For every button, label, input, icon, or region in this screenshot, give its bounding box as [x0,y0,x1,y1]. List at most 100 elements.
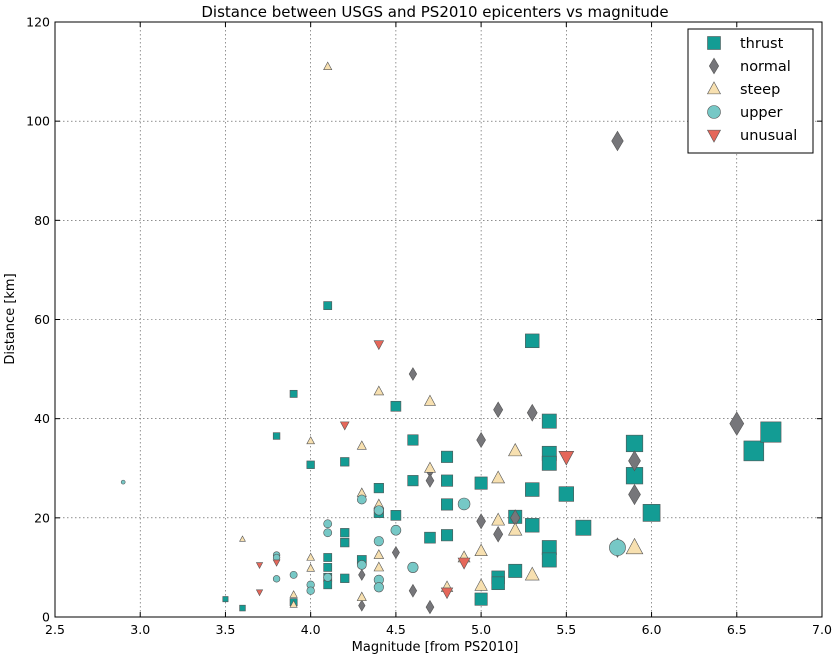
data-point-upper [120,479,126,485]
legend-marker-upper [707,105,721,119]
data-point-thrust [340,538,350,548]
data-point-steep [423,394,436,406]
legend-marker-unusual [706,129,722,143]
data-point-thrust [323,301,333,310]
data-point-thrust [525,333,540,349]
data-point-unusual [440,587,454,600]
legend-label-thrust: thrust [740,36,784,52]
data-point-thrust [424,531,436,544]
data-point-steep [508,522,523,536]
legend: thrust normal steep upper unusual [687,28,814,154]
legend-marker-thrust [707,36,721,50]
data-point-normal [611,130,624,152]
data-point-normal [628,483,641,506]
data-point-thrust [340,528,350,538]
legend-marker-steep [706,81,722,95]
x-tick-label: 2.5 [45,622,65,637]
data-point-upper [356,494,367,505]
data-point-steep [625,537,644,555]
data-point-thrust [575,519,592,536]
x-axis-label: Magnitude [from PS2010] [352,640,519,655]
data-point-upper [289,570,298,579]
data-point-thrust [541,552,557,568]
legend-marker-normal [708,57,720,75]
data-point-thrust [289,389,298,398]
y-tick-label: 60 [34,312,50,327]
data-point-unusual [558,451,575,466]
data-point-normal [408,367,418,381]
data-point-thrust [541,455,557,471]
data-point-upper [323,528,333,538]
data-point-unusual [457,557,471,570]
data-point-unusual [272,559,281,567]
data-point-steep [306,436,316,445]
data-point-thrust [441,529,454,542]
data-point-thrust [306,460,315,469]
x-tick-label: 3.0 [130,622,150,637]
data-point-thrust [508,563,523,578]
data-point-thrust [525,482,540,497]
data-point-thrust [323,563,333,572]
data-point-thrust [491,576,505,591]
data-point-steep [373,385,385,396]
data-point-thrust [474,476,488,490]
data-point-steep [356,591,367,601]
x-tick-label: 3.5 [215,622,235,637]
data-point-thrust [272,432,281,440]
data-point-thrust [407,434,419,446]
data-point-upper [373,536,384,547]
data-point-steep [289,590,298,598]
data-point-normal [493,525,504,543]
data-point-thrust [474,592,488,606]
data-point-steep [356,440,367,450]
data-point-steep [423,461,436,473]
data-point-thrust [642,504,661,522]
data-point-thrust [558,486,574,502]
y-tick-label: 100 [26,114,50,129]
chart-title: Distance between USGS and PS2010 epicent… [201,3,668,21]
legend-label-upper: upper [740,105,783,121]
data-point-normal [476,513,486,530]
x-tick-label: 5.0 [471,622,491,637]
data-point-normal [729,411,745,436]
legend-label-steep: steep [740,82,780,98]
data-point-thrust [222,596,229,603]
data-point-steep [373,549,385,559]
x-tick-label: 7.0 [812,622,832,637]
data-point-normal [425,473,435,488]
data-point-thrust [323,580,333,590]
data-point-normal [493,401,504,419]
data-point-thrust [541,413,557,429]
grid [55,22,822,617]
legend-label-normal: normal [740,59,791,75]
data-point-normal [358,568,366,581]
y-axis-label: Distance [km] [3,273,18,364]
data-point-normal [526,403,538,422]
data-point-upper [373,505,384,516]
data-point-steep [491,470,506,484]
data-point-upper [609,539,626,556]
data-point-thrust [390,400,402,412]
data-point-thrust [441,474,454,487]
data-point-normal [358,599,366,612]
x-tick-label: 5.5 [556,622,576,637]
data-point-steep [239,535,246,542]
data-point-normal [391,545,400,560]
y-tick-label: 120 [26,15,50,30]
x-tick-label: 6.0 [642,622,662,637]
data-point-steep [524,566,540,581]
data-point-upper [457,497,471,511]
data-point-upper [323,519,333,529]
data-point-steep [306,552,316,561]
data-points [120,61,782,615]
data-point-upper [272,575,281,583]
data-point-thrust [407,475,419,487]
data-point-thrust [625,434,644,453]
data-point-upper [323,572,333,582]
data-point-thrust [323,553,333,562]
data-point-steep [474,578,488,591]
data-point-unusual [255,562,264,570]
data-point-thrust [441,450,454,463]
data-point-upper [373,582,384,593]
